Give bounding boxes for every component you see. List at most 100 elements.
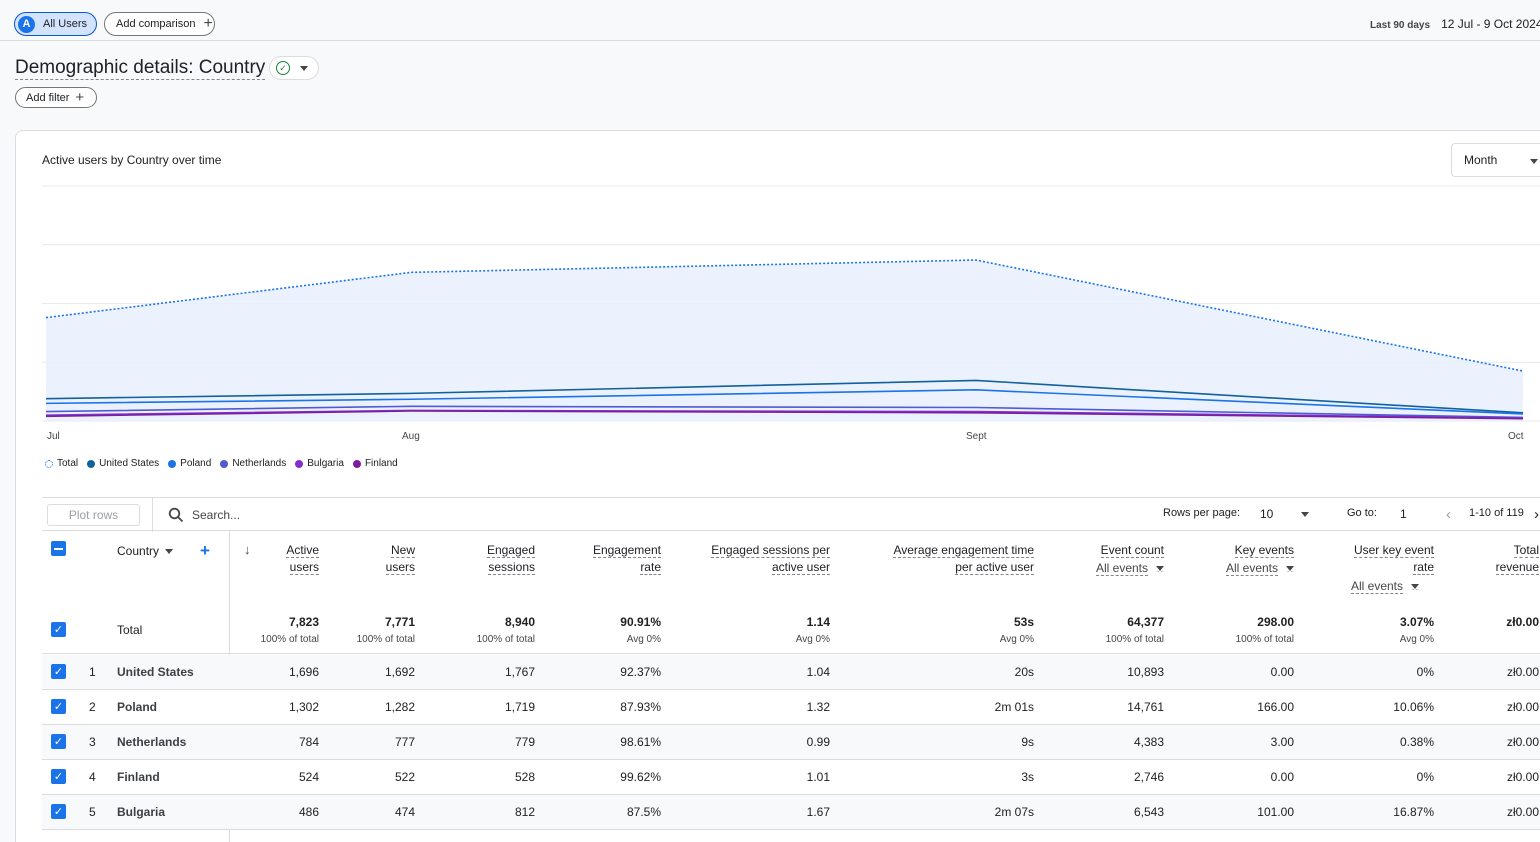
column-header[interactable]: Engaged sessions — [486, 542, 535, 576]
report-status-dropdown[interactable]: ✓ — [269, 56, 319, 80]
granularity-value: Month — [1464, 153, 1498, 167]
legend-dot-icon — [168, 459, 177, 468]
table-cell: 2m 01s — [994, 700, 1034, 714]
legend-label: Poland — [180, 458, 212, 469]
column-header-label: Event count — [1100, 543, 1164, 558]
event-filter-dropdown[interactable]: All events — [1095, 560, 1164, 577]
legend-label: Bulgaria — [307, 458, 344, 469]
total-subtext: 100% of total — [1105, 634, 1164, 645]
column-header-label: revenue — [1495, 560, 1539, 575]
column-header-label: rate — [1413, 560, 1434, 575]
table-row[interactable] — [42, 655, 1540, 690]
table-cell: 0% — [1416, 770, 1434, 784]
table-toolbar: Plot rows Search... Rows per page: 10 Go… — [42, 497, 1540, 532]
table-cell: 4,383 — [1133, 735, 1164, 749]
row-checkbox[interactable]: ✓ — [51, 664, 66, 679]
search-input[interactable]: Search... — [192, 508, 241, 522]
row-checkbox[interactable]: ✓ — [51, 734, 66, 749]
total-value: 1.14 — [806, 615, 830, 629]
x-tick-label: Jul — [47, 431, 60, 442]
column-header[interactable]: Average engagement time per active user — [893, 542, 1034, 576]
row-checkbox[interactable]: ✓ — [51, 769, 66, 784]
table-cell: 9s — [1021, 735, 1034, 749]
totals-checkbox[interactable]: ✓ — [51, 622, 66, 637]
table-cell: 522 — [394, 770, 415, 784]
legend-item-bulgaria[interactable]: Bulgaria — [295, 458, 344, 469]
rows-per-page-select[interactable]: 10 — [1260, 507, 1274, 521]
row-index: 3 — [89, 735, 96, 749]
caret-down-icon — [1530, 159, 1538, 164]
legend-item-netherlands[interactable]: Netherlands — [220, 458, 286, 469]
event-filter-label: All events — [1350, 579, 1403, 594]
table-row[interactable] — [42, 760, 1540, 795]
table-cell: 92.37% — [620, 665, 661, 679]
row-country[interactable]: Finland — [117, 770, 160, 784]
table-cell: 0.00 — [1270, 770, 1294, 784]
column-header[interactable]: Key events All events — [1225, 542, 1294, 577]
row-country[interactable]: Bulgaria — [117, 805, 166, 819]
dimension-label: Country — [117, 544, 160, 558]
series-area-total — [46, 260, 1523, 421]
row-checkbox[interactable]: ✓ — [51, 804, 66, 819]
table-cell: 779 — [514, 735, 535, 749]
column-header-label: Engaged sessions per — [711, 543, 830, 558]
column-header[interactable]: Active users — [286, 542, 319, 576]
total-subtext: 100% of total — [356, 634, 415, 645]
legend-item-total[interactable]: Total — [45, 458, 78, 469]
table-cell: 1,302 — [288, 700, 319, 714]
series-line-finland — [45, 410, 1524, 420]
granularity-select[interactable]: Month — [1451, 143, 1540, 177]
column-header[interactable]: Engaged sessions per active user — [711, 542, 830, 576]
column-header[interactable]: New users — [385, 542, 415, 576]
column-header-label: per active user — [955, 560, 1034, 575]
column-header[interactable]: Event count All events — [1095, 542, 1164, 577]
table-cell: 1.01 — [806, 770, 830, 784]
table-cell: 2m 07s — [994, 805, 1034, 819]
caret-down-icon — [300, 65, 308, 71]
caret-down-icon — [1301, 512, 1309, 517]
row-country[interactable]: Poland — [117, 700, 158, 714]
chevron-right-icon[interactable]: › — [1534, 506, 1539, 523]
table-cell: 1.67 — [806, 805, 830, 819]
table-cell: 87.93% — [620, 700, 661, 714]
series-line-netherlands — [45, 405, 1524, 419]
goto-input[interactable]: 1 — [1400, 507, 1407, 521]
table-cell: 1,719 — [504, 700, 535, 714]
dimension-header[interactable]: Country — [117, 544, 174, 558]
page-title[interactable]: Demographic details: Country — [15, 57, 266, 80]
add-filter-button[interactable]: Add filter + — [15, 87, 97, 108]
column-header[interactable]: User key event rate All events — [1350, 542, 1434, 595]
top-bar: A All Users Add comparison + Last 90 day… — [0, 0, 1540, 41]
table-cell: 812 — [514, 805, 535, 819]
event-filter-dropdown[interactable]: All events — [1350, 578, 1419, 595]
table-cell: 3s — [1021, 770, 1034, 784]
segment-chip-all-users[interactable]: A All Users — [14, 12, 97, 36]
table-cell: 0% — [1416, 665, 1434, 679]
plot-rows-button[interactable]: Plot rows — [47, 504, 140, 526]
sort-descending-icon[interactable]: ↓ — [244, 542, 251, 557]
row-checkbox[interactable]: ✓ — [51, 699, 66, 714]
row-country[interactable]: United States — [117, 665, 194, 679]
column-header-label: Active — [286, 543, 319, 558]
event-filter-label: All events — [1095, 561, 1148, 576]
table-row[interactable] — [42, 725, 1540, 760]
chevron-left-icon[interactable]: ‹ — [1446, 506, 1451, 523]
date-range-picker[interactable]: Last 90 days 12 Jul - 9 Oct 2024 — [1370, 17, 1540, 31]
legend-dot-icon — [220, 459, 229, 468]
event-filter-dropdown[interactable]: All events — [1225, 560, 1294, 577]
column-header[interactable]: Total revenue — [1495, 542, 1539, 576]
column-header-label: Average engagement time — [893, 543, 1034, 558]
table-row[interactable] — [42, 690, 1540, 725]
column-header[interactable]: Engagement rate — [592, 542, 661, 576]
series-line-bulgaria — [45, 409, 1524, 419]
select-all-checkbox[interactable] — [51, 541, 66, 556]
legend-item-united-states[interactable]: United States — [87, 458, 159, 469]
table-cell: zł0.00 — [1506, 700, 1539, 714]
total-value: 8,940 — [504, 615, 535, 629]
table-row[interactable] — [42, 795, 1540, 830]
row-country[interactable]: Netherlands — [117, 735, 187, 749]
add-dimension-button[interactable]: + — [200, 541, 210, 560]
add-comparison-button[interactable]: Add comparison + — [104, 12, 215, 36]
legend-item-poland[interactable]: Poland — [168, 458, 211, 469]
legend-item-finland[interactable]: Finland — [352, 458, 398, 469]
